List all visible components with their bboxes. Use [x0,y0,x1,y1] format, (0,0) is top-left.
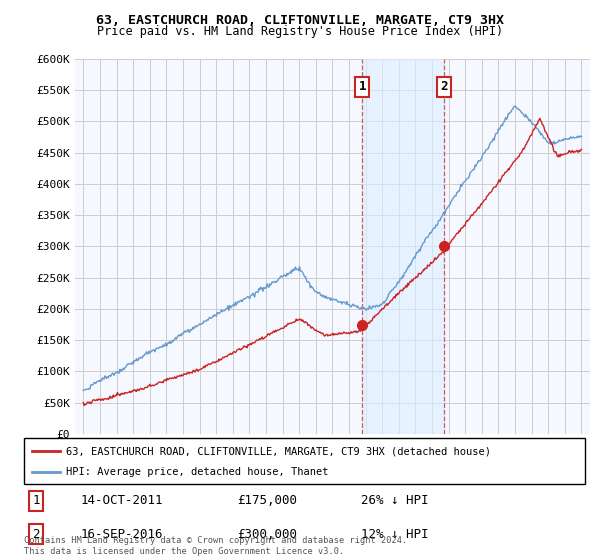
Text: 16-SEP-2016: 16-SEP-2016 [80,528,163,541]
Text: £300,000: £300,000 [237,528,297,541]
Bar [362,59,444,434]
Text: 1: 1 [32,494,40,507]
Text: 14-OCT-2011: 14-OCT-2011 [80,494,163,507]
Text: Price paid vs. HM Land Registry's House Price Index (HPI): Price paid vs. HM Land Registry's House … [97,25,503,38]
Text: 1: 1 [358,81,366,94]
Text: 63, EASTCHURCH ROAD, CLIFTONVILLE, MARGATE, CT9 3HX (detached house): 63, EASTCHURCH ROAD, CLIFTONVILLE, MARGA… [66,446,491,456]
Text: 63, EASTCHURCH ROAD, CLIFTONVILLE, MARGATE, CT9 3HX: 63, EASTCHURCH ROAD, CLIFTONVILLE, MARGA… [96,14,504,27]
Text: 2: 2 [32,528,40,541]
Text: £175,000: £175,000 [237,494,297,507]
FancyBboxPatch shape [24,438,585,484]
Text: 12% ↓ HPI: 12% ↓ HPI [361,528,428,541]
Text: 2: 2 [440,81,448,94]
Text: HPI: Average price, detached house, Thanet: HPI: Average price, detached house, Than… [66,466,329,477]
Text: 26% ↓ HPI: 26% ↓ HPI [361,494,428,507]
Text: Contains HM Land Registry data © Crown copyright and database right 2024.
This d: Contains HM Land Registry data © Crown c… [24,536,407,556]
